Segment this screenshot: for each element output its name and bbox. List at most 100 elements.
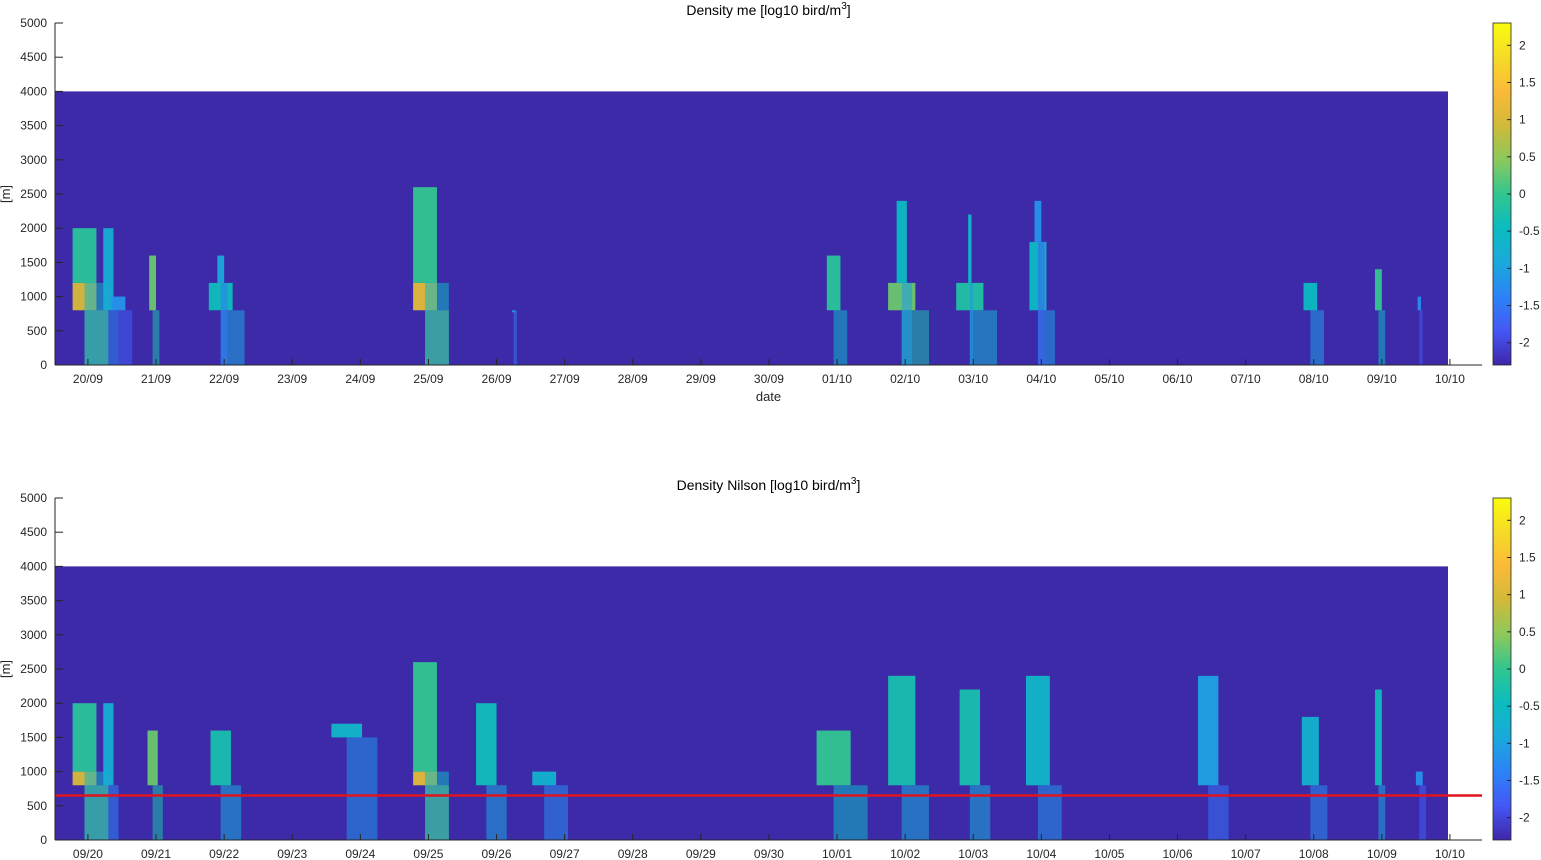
x-tick-label: 10/06 (1163, 847, 1193, 860)
density-cell-tail (84, 771, 109, 840)
title-superscript: 3 (841, 1, 847, 12)
colorbar-tick-label: -1.5 (1519, 299, 1540, 313)
density-cell (1301, 716, 1319, 786)
y-tick-label: 5000 (20, 491, 47, 505)
colorbar-tick-label: 1.5 (1519, 75, 1536, 89)
density-cell (1417, 296, 1421, 311)
density-cell-tail (1419, 785, 1427, 840)
density-cell-tail (969, 282, 974, 365)
density-cell (1197, 675, 1219, 786)
x-tick-label: 10/03 (958, 847, 988, 860)
y-tick-label: 0 (40, 833, 47, 847)
x-tick-label: 23/09 (277, 372, 307, 386)
x-tick-label: 10/08 (1299, 847, 1329, 860)
title-text-end: ] (856, 477, 860, 493)
density-cell (72, 228, 97, 283)
y-tick-label: 500 (27, 324, 47, 338)
heatmap-background (55, 91, 1448, 366)
y-tick-label: 5000 (20, 16, 47, 30)
x-tick-label: 28/09 (618, 372, 648, 386)
x-tick-label: 10/01 (822, 847, 852, 860)
density-cell-tail (901, 785, 929, 840)
density-cell (968, 214, 972, 283)
colorbar-tick-label: -1.5 (1519, 774, 1540, 788)
density-cell (888, 675, 916, 786)
y-tick-label: 500 (27, 799, 47, 813)
density-cell (826, 255, 841, 311)
density-cell (149, 255, 157, 311)
density-cell-tail (1419, 310, 1423, 365)
density-cell-tail (969, 785, 991, 840)
density-cell (331, 723, 363, 738)
density-cell (1375, 269, 1382, 311)
title-text: Density me [log10 bird/m (686, 2, 841, 18)
x-tick-label: 30/09 (754, 372, 784, 386)
density-cell (1026, 675, 1050, 786)
chart-panel-1: 0 500 1000 1500 2000 2500 3000 3500 4000 4500 5000… (0, 1, 1540, 404)
x-tick-label: 29/09 (686, 372, 716, 386)
y-tick-label: 0 (40, 358, 47, 372)
y-tick-label: 1000 (20, 765, 47, 779)
density-cell (816, 730, 851, 786)
colorbar-tick-label: -1 (1519, 736, 1530, 750)
density-cell (476, 703, 497, 786)
density-cell (1415, 771, 1423, 786)
colorbar-tick-label: -0.5 (1519, 224, 1540, 238)
density-cell-tail (833, 785, 868, 840)
x-tick-label: 21/09 (141, 372, 171, 386)
density-cell (147, 730, 158, 786)
y-tick-label: 3000 (20, 628, 47, 642)
x-tick-label: 09/24 (345, 847, 375, 860)
density-cell-tail (425, 771, 449, 840)
density-cell-tail (486, 785, 507, 840)
x-tick-label: 10/05 (1094, 847, 1124, 860)
x-tick-label: 09/26 (482, 847, 512, 860)
density-cell (959, 689, 981, 786)
density-cell (217, 255, 225, 283)
density-cell (103, 228, 114, 311)
chart-title: Density me [log10 bird/m3] (686, 1, 850, 18)
density-cell-tail (1208, 785, 1229, 840)
y-tick-label: 3500 (20, 119, 47, 133)
density-cell-tail (1037, 241, 1045, 365)
density-cell-tail (220, 785, 242, 840)
x-tick-label: 10/09 (1367, 847, 1397, 860)
density-cell-tail (513, 310, 517, 365)
x-tick-label: 25/09 (413, 372, 443, 386)
x-tick-label: 09/28 (618, 847, 648, 860)
y-tick-label: 1000 (20, 290, 47, 304)
density-cell-tail (833, 310, 848, 365)
density-cell-tail (544, 785, 569, 840)
x-tick-label: 10/04 (1026, 847, 1056, 860)
colorbar-tick-label: -2 (1519, 811, 1530, 825)
x-tick-label: 09/10 (1367, 372, 1397, 386)
heatmap-background (55, 566, 1448, 840)
x-tick-label: 08/10 (1299, 372, 1329, 386)
x-tick-label: 05/10 (1094, 372, 1124, 386)
x-tick-label: 09/23 (277, 847, 307, 860)
density-cell-tail (901, 282, 912, 365)
density-cell (1375, 689, 1382, 786)
x-tick-label: 09/20 (73, 847, 103, 860)
x-tick-label: 01/10 (822, 372, 852, 386)
x-tick-label: 06/10 (1163, 372, 1193, 386)
y-tick-label: 4000 (20, 84, 47, 98)
density-cell (896, 200, 907, 283)
density-cell (111, 296, 126, 311)
y-tick-label: 3500 (20, 594, 47, 608)
density-cell (210, 730, 231, 786)
colorbar-tick-label: 1.5 (1519, 550, 1536, 564)
y-tick-label: 2500 (20, 187, 47, 201)
x-tick-label: 09/27 (550, 847, 580, 860)
x-tick-label: 09/29 (686, 847, 716, 860)
y-tick-label: 1500 (20, 255, 47, 269)
density-cell-tail (118, 310, 133, 365)
density-cell-tail (220, 282, 228, 365)
x-tick-label: 10/07 (1231, 847, 1261, 860)
y-tick-label: 4500 (20, 50, 47, 64)
x-tick-label: 24/09 (345, 372, 375, 386)
density-cell-tail (1310, 310, 1324, 365)
x-tick-label: 27/09 (550, 372, 580, 386)
density-cell-tail (84, 282, 109, 365)
